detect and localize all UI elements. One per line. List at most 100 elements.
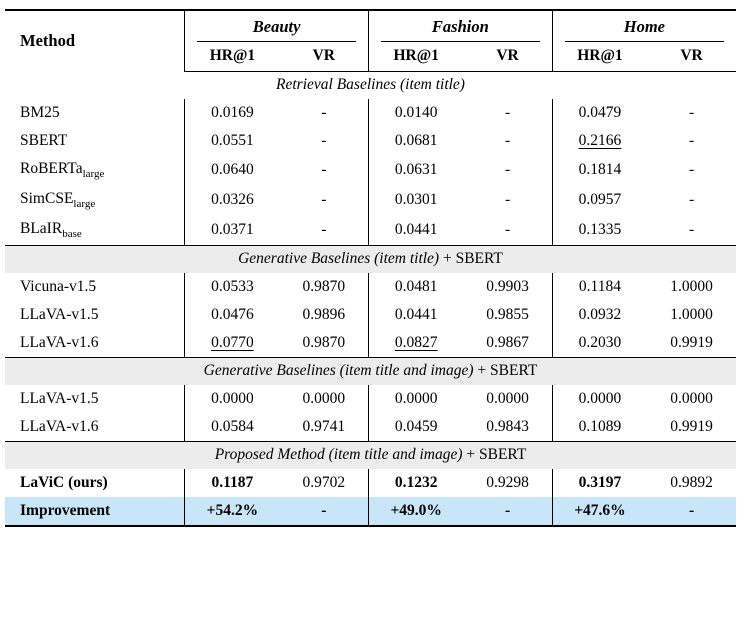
results-table: Method Beauty Fashion Home HR@1 VR HR@1 VR HR@1 V… [5, 9, 736, 528]
table-row: SimCSElarge 0.0326-0.0301-0.0957- [5, 185, 736, 216]
value-cell: 0.9903 [486, 277, 529, 295]
value-cell: 0.2030 [551, 329, 648, 358]
value-cell: - [688, 131, 695, 149]
value-cell: 0.0459 [367, 413, 464, 442]
table-row: SBERT 0.0551 - 0.0681 - 0.2166 - [5, 127, 736, 155]
value-cell: 0.0551 [184, 127, 280, 155]
table-row: BM25 0.0169 - 0.0140 - 0.0479 - [5, 99, 736, 127]
method-name: BM25 [20, 103, 60, 121]
group-header-home: Home [551, 10, 736, 42]
method-name: LLaVA-v1.6 [20, 333, 99, 351]
value-cell: 0.0000 [551, 385, 648, 414]
value-cell: - [321, 103, 327, 121]
value-cell: 0.0000 [670, 389, 713, 407]
value-cell: 0.0533 [184, 273, 280, 302]
method-name: SBERT [20, 131, 68, 149]
value-cell: 0.9870 [302, 333, 346, 351]
value-cell: +54.2% [184, 497, 280, 527]
method-name: LaViC (ours) [20, 473, 108, 491]
method-cell: LLaVA-v1.5 [5, 301, 185, 329]
value-cell: - [504, 501, 511, 519]
value-cell: 0.0441 [367, 301, 464, 330]
method-subscript: base [62, 227, 82, 240]
group-header-fashion: Fashion [367, 10, 553, 42]
section-title-italic: Proposed Method (item title and image) [214, 446, 463, 464]
value-cell: 0.0476 [184, 301, 280, 330]
value-cell: 0.9870 [302, 277, 346, 295]
value-cell: 0.9892 [670, 473, 713, 491]
value-cell: - [688, 220, 695, 238]
method-cell: BLaIRbase [5, 215, 185, 246]
value-cell: - [321, 220, 327, 238]
value-cell: 0.0000 [367, 385, 464, 414]
value-cell: 0.0301 [367, 185, 464, 216]
column-header-method: Method [20, 31, 75, 51]
section-title-suffix: + SBERT [439, 250, 503, 268]
value-cell: +47.6% [551, 497, 648, 527]
value-cell: 0.0000 [184, 385, 280, 414]
table-row: LLaVA-v1.6 0.0584 0.9741 0.0459 0.9843 0.1089… [5, 413, 736, 442]
value-cell: 0.0169 [184, 99, 280, 127]
table-row: LLaVA-v1.5 0.0476 0.9896 0.0441 0.9855 0.0932… [5, 301, 736, 330]
value-cell: 1.0000 [670, 305, 713, 323]
value-cell: 0.0827 [367, 329, 464, 358]
value-cell: 0.0640 [184, 155, 280, 186]
value-cell: - [504, 103, 511, 121]
section-title-italic: Retrieval Baselines (item title) [276, 76, 465, 93]
method-cell: RoBERTalarge [5, 155, 185, 185]
section-title-row: Generative Baselines (item title and ima… [5, 357, 736, 386]
method-cell: LLaVA-v1.5 [5, 385, 185, 413]
value-cell: 0.0631 [367, 155, 464, 186]
section-title-row: Retrieval Baselines (item title) [5, 72, 736, 100]
header-metric-row: HR@1 VR HR@1 VR HR@1 VR [5, 42, 736, 72]
header-group-row: Method Beauty Fashion Home [5, 10, 736, 50]
section-title-italic: Generative Baselines (item title) [238, 250, 440, 268]
value-cell: - [688, 103, 695, 121]
value-cell: 0.9855 [486, 305, 529, 323]
value-cell: 0.9843 [486, 417, 529, 435]
section-title-row: Generative Baselines (item title) + SBER… [5, 245, 736, 274]
table-row: Improvement +54.2% - +49.0% - +47.6% - [5, 497, 736, 527]
value-cell: 1.0000 [670, 277, 713, 295]
method-cell: Vicuna-v1.5 [5, 273, 185, 301]
value-cell: 0.3197 [551, 469, 648, 498]
value-cell: 0.9867 [486, 333, 529, 351]
section-title-suffix: + SBERT [462, 446, 527, 464]
value-cell: 0.9298 [486, 473, 529, 491]
method-name: SimCSE [20, 189, 74, 207]
value-cell: 0.0479 [551, 99, 648, 127]
method-cell: Improvement [5, 497, 185, 526]
section-title: Generative Baselines (item title and ima… [5, 358, 736, 386]
value-cell: 0.9741 [302, 417, 346, 435]
table-row: LLaVA-v1.6 0.0770 0.9870 0.0827 0.9867 0.2030… [5, 329, 736, 358]
value-cell: 0.1184 [551, 273, 648, 302]
value-cell: 0.0681 [367, 127, 464, 155]
value-cell: +49.0% [367, 497, 464, 527]
value-cell: 0.1335 [551, 215, 648, 246]
column-header: HR@1 [551, 42, 648, 72]
value-cell: 0.1187 [184, 469, 280, 498]
value-cell: 0.0326 [184, 185, 280, 216]
value-cell: 0.0000 [302, 389, 346, 407]
value-cell: - [504, 190, 511, 208]
method-name: BLaIR [20, 219, 63, 237]
group-header-label: Beauty [252, 17, 301, 36]
value-cell: 0.0584 [184, 413, 280, 442]
value-cell: - [688, 190, 695, 208]
value-cell: 0.0441 [367, 215, 464, 246]
column-header: VR [647, 42, 736, 72]
method-name: Vicuna-v1.5 [20, 277, 97, 295]
column-header: VR [279, 42, 369, 72]
value-cell: 0.9896 [302, 305, 346, 323]
method-cell: LLaVA-v1.6 [5, 413, 185, 442]
column-header: HR@1 [367, 42, 464, 72]
section-title: Proposed Method (item title and image) +… [5, 442, 736, 470]
section-title-suffix: + SBERT [473, 362, 538, 380]
table-row: Vicuna-v1.5 0.0533 0.9870 0.0481 0.9903 0.118… [5, 273, 736, 302]
value-cell: 0.9702 [302, 473, 346, 491]
value-cell: - [321, 190, 327, 208]
column-header: VR [463, 42, 553, 72]
section-title: Generative Baselines (item title) + SBER… [5, 246, 736, 274]
method-name: LLaVA-v1.5 [20, 389, 99, 407]
value-cell: 0.1089 [551, 413, 648, 442]
